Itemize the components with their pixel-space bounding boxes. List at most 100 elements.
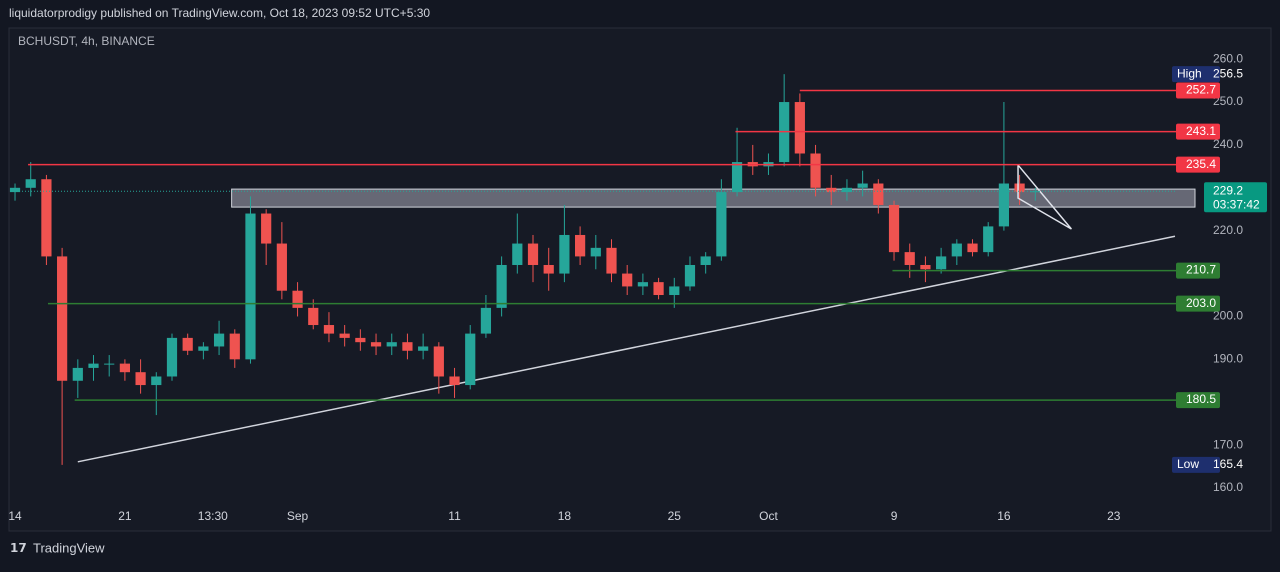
level-label: 243.1	[1186, 124, 1216, 138]
candle-body	[574, 234, 586, 257]
y-tick-label: 250.0	[1213, 94, 1243, 108]
candle-body	[810, 153, 821, 188]
candle-body	[119, 363, 131, 373]
level-label: 252.7	[1186, 83, 1216, 97]
x-tick-label: 11	[448, 509, 461, 523]
candle-body	[465, 333, 476, 386]
candle-body	[1030, 191, 1041, 193]
last-price-badge	[1204, 182, 1267, 213]
zone	[231, 188, 1196, 208]
level-badge	[1176, 123, 1220, 140]
candle-body	[245, 213, 256, 360]
candle-body	[983, 226, 994, 253]
candle-body	[213, 333, 225, 347]
candle-body	[590, 247, 601, 257]
candle-body	[716, 192, 727, 257]
x-tick-label: 18	[558, 509, 572, 523]
triangle-pattern	[1017, 164, 1072, 230]
level-badge	[1176, 82, 1220, 99]
candle-body	[433, 346, 444, 377]
chart-panel	[8, 27, 1272, 532]
candle-body	[9, 187, 21, 193]
candle-body	[637, 282, 648, 287]
candle-body	[276, 243, 287, 291]
candle-body	[292, 290, 303, 308]
x-tick-label: Sep	[287, 509, 309, 523]
x-tick-label: 23	[1107, 509, 1121, 523]
candle-body	[731, 162, 743, 193]
candle-body	[135, 372, 146, 386]
candle-body	[653, 282, 664, 296]
level-badge	[1176, 262, 1220, 279]
candle-body	[72, 367, 83, 381]
candle-body	[527, 243, 539, 265]
low-marker-badge	[1172, 456, 1220, 473]
candle-body	[826, 187, 837, 193]
high-marker-label: High	[1177, 66, 1202, 80]
candle-body	[386, 342, 397, 347]
candle-body	[857, 183, 868, 188]
x-tick-label: Oct	[759, 509, 778, 523]
candle-body	[370, 342, 382, 347]
candle-body	[166, 337, 178, 377]
level-label: 235.4	[1186, 157, 1216, 171]
candle-body	[25, 179, 36, 188]
x-tick-label: 14	[8, 509, 22, 523]
candle-body	[449, 376, 460, 386]
candle-body	[198, 346, 209, 351]
candle-body	[669, 286, 680, 296]
x-tick-label: 25	[668, 509, 682, 523]
y-tick-label: 240.0	[1213, 137, 1243, 151]
x-tick-label: 16	[997, 509, 1011, 523]
candle-body	[41, 179, 52, 257]
candle-body	[841, 187, 853, 193]
low-marker-value: 165.4	[1213, 457, 1243, 471]
high-marker-badge	[1172, 66, 1220, 83]
candle-body	[355, 337, 366, 343]
candle-body	[543, 264, 554, 274]
candle-body	[88, 363, 99, 368]
candle-body	[936, 256, 947, 270]
candle-body	[606, 247, 617, 274]
candle-body	[104, 363, 115, 365]
candle-body	[402, 342, 413, 351]
candle-body	[998, 183, 1010, 227]
candle-body	[794, 102, 805, 154]
candle-body	[57, 256, 68, 381]
candle-body	[1014, 183, 1025, 193]
candle-body	[182, 337, 193, 351]
level-badge	[1176, 156, 1220, 173]
candle-body	[559, 234, 570, 274]
candle-body	[967, 243, 978, 253]
countdown: 03:37:42	[1213, 197, 1260, 211]
candle-body	[323, 325, 335, 334]
candle-body	[700, 256, 711, 265]
chart-title: BCHUSDT, 4h, BINANCE	[18, 34, 155, 48]
candle-body	[308, 307, 319, 326]
footer: TradingView	[33, 540, 105, 555]
level-badge	[1176, 392, 1220, 409]
y-tick-label: 190.0	[1213, 352, 1243, 366]
candle-body	[622, 273, 633, 287]
header: liquidatorprodigy published on TradingVi…	[9, 6, 430, 20]
high-marker-value: 256.5	[1213, 66, 1243, 80]
level-label: 180.5	[1186, 392, 1216, 406]
last-price-label: 229.2	[1213, 183, 1243, 197]
candle-body	[418, 346, 429, 351]
candle-body	[480, 307, 492, 334]
candle-body	[904, 252, 915, 265]
y-tick-label: 260.0	[1213, 51, 1243, 65]
y-tick-label: 170.0	[1213, 437, 1243, 451]
candle-body	[684, 264, 696, 287]
candle-body	[873, 183, 884, 205]
candle-body	[261, 213, 272, 244]
candle-body	[339, 333, 350, 338]
low-marker-label: Low	[1177, 457, 1199, 471]
level-label: 210.7	[1186, 263, 1216, 277]
candle-body	[920, 264, 931, 270]
level-badge	[1176, 295, 1220, 312]
x-tick-label: 9	[891, 509, 898, 523]
y-tick-label: 160.0	[1213, 480, 1243, 494]
